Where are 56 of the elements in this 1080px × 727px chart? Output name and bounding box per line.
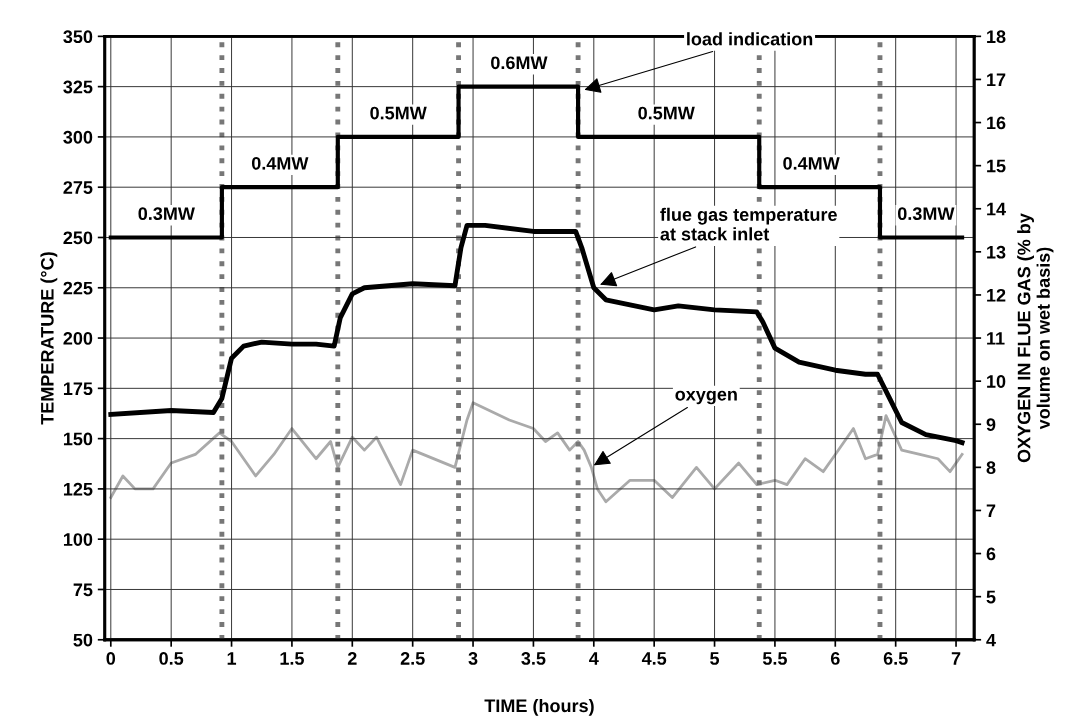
y2-tick-label: 5 — [986, 590, 996, 604]
y2-tick-label: 12 — [987, 288, 1006, 302]
y2-axis-title: OXYGEN IN FLUE GAS (% by volume on wet basis) — [1017, 213, 1054, 463]
y2-tick-label: 18 — [987, 30, 1006, 44]
y-tick-label: 75 — [73, 583, 93, 597]
x-tick-label: 6 — [830, 652, 840, 665]
y2-tick-label: 11 — [987, 332, 1005, 345]
y2-tick-label: 17 — [987, 73, 1006, 86]
y2-tick-label: 4 — [986, 633, 996, 647]
y2-tick-label: 13 — [987, 245, 1006, 259]
y2-tick-label: 10 — [987, 375, 1006, 388]
x-tick-label: 2 — [347, 652, 357, 665]
x-tick-label: 7 — [951, 652, 961, 665]
x-tick-label: 0.5 — [159, 652, 184, 665]
y-tick-label: 275 — [63, 181, 93, 194]
x-tick-label: 3.5 — [521, 652, 546, 665]
x-tick-label: 4 — [589, 652, 599, 665]
y2-tick-label: 7 — [986, 504, 996, 517]
y-tick-label: 250 — [63, 231, 93, 245]
y-tick-label: 175 — [63, 382, 93, 396]
y-tick-label: 200 — [63, 331, 93, 345]
y2-tick-label: 15 — [987, 159, 1006, 173]
y2-tick-label: 16 — [987, 116, 1006, 130]
y-tick-label: 325 — [63, 80, 93, 94]
annotation: 0.3MW — [897, 207, 955, 221]
y2-tick-label: 9 — [986, 418, 996, 431]
annotation: flue gas temperature at stack inlet — [660, 207, 837, 241]
x-tick-label: 1 — [227, 652, 237, 665]
x-tick-label: 5 — [710, 652, 720, 665]
x-tick-label: 0 — [106, 652, 116, 665]
annotation: 0.6MW — [491, 56, 548, 70]
y2-tick-label: 14 — [987, 202, 1006, 216]
x-tick-label: 1.5 — [280, 652, 304, 665]
annotation: load indication — [687, 32, 813, 46]
annotation: 0.4MW — [783, 156, 840, 170]
y-tick-label: 350 — [63, 30, 93, 44]
y2-tick-label: 6 — [986, 547, 996, 561]
y-tick-label: 150 — [63, 432, 93, 446]
y-tick-label: 125 — [63, 482, 93, 496]
x-tick-label: 3 — [468, 652, 478, 665]
x-axis-title: TIME (hours) — [484, 698, 594, 716]
x-tick-label: 5.5 — [762, 652, 787, 665]
x-tick-label: 2.5 — [400, 652, 425, 665]
y-tick-label: 225 — [63, 281, 93, 295]
x-tick-label: 4.5 — [641, 652, 667, 665]
annotation: 0.3MW — [138, 207, 195, 221]
y-axis-title: TEMPERATURE (°C) — [40, 252, 58, 425]
annotation: 0.5MW — [638, 106, 695, 120]
y-tick-label: 50 — [73, 633, 93, 647]
y-tick-label: 100 — [63, 533, 93, 546]
annotation: 0.4MW — [251, 156, 309, 170]
y-tick-label: 300 — [63, 130, 93, 144]
annotation: 0.5MW — [370, 106, 427, 120]
annotation: oxygen — [675, 390, 737, 405]
y2-tick-label: 8 — [986, 461, 996, 475]
x-tick-label: 6.5 — [883, 652, 908, 665]
